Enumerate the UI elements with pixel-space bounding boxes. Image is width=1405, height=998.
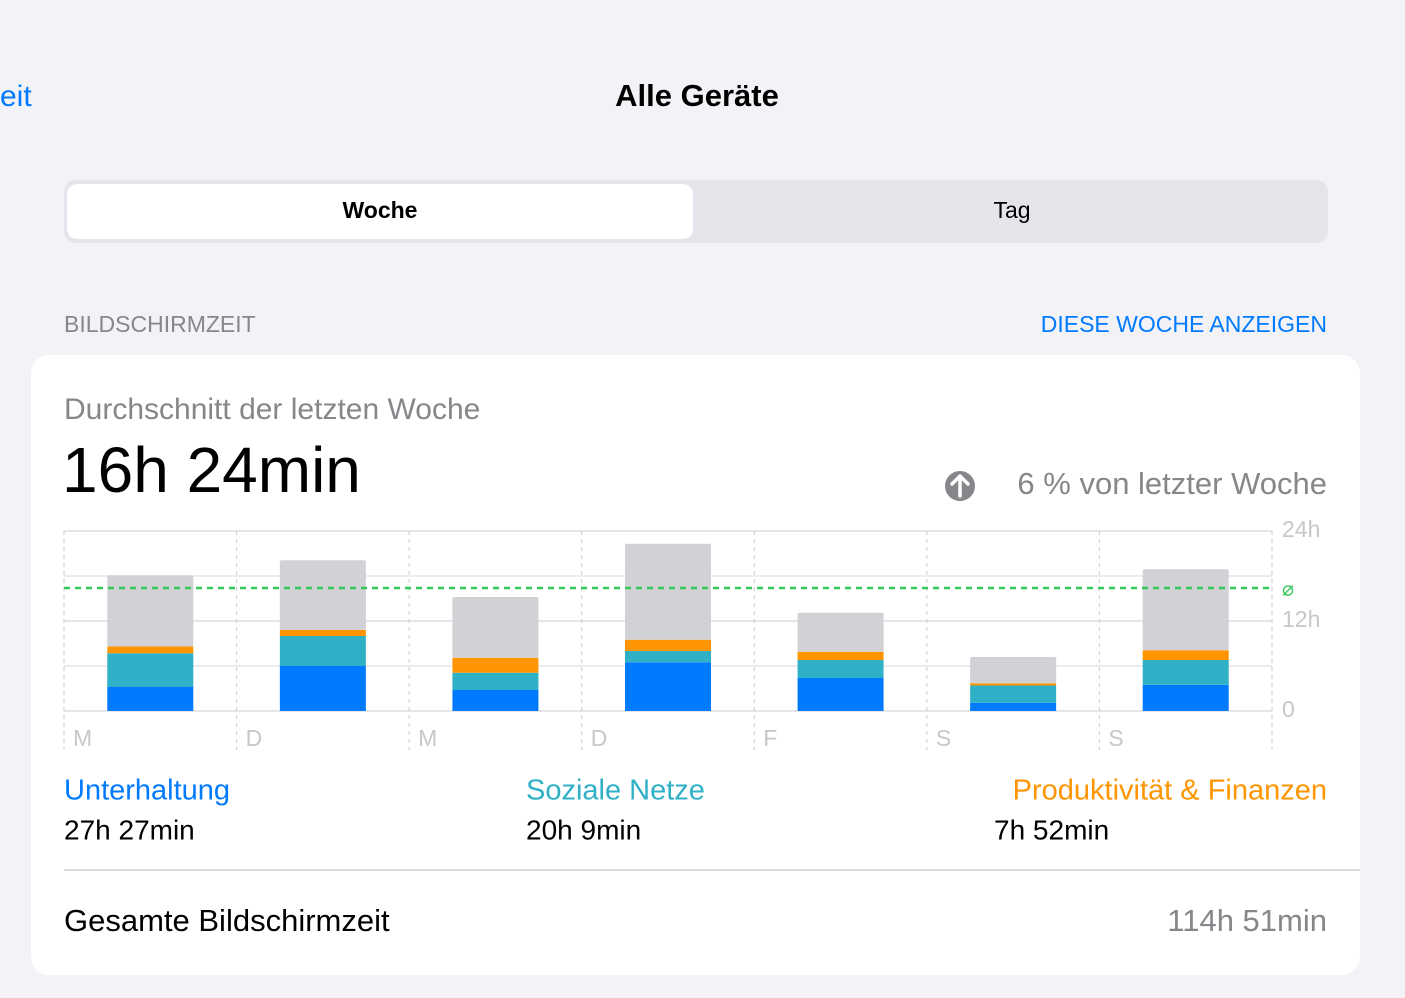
segment-label[interactable]: Woche (343, 197, 418, 223)
legend-total: 7h 52min (994, 814, 1109, 845)
bar-segment (625, 662, 711, 711)
bar-segment (1142, 650, 1229, 660)
bar-segment (970, 683, 1057, 686)
chart: 0 12h 24h M D M D F S S ⌀ Unterhaltung 27h 27min Sozi… (63, 516, 1327, 845)
bar-segment (279, 666, 366, 711)
legend-name: Soziale Netze (526, 775, 705, 807)
back-button[interactable]: eit (0, 80, 32, 113)
x-tick-label: D (591, 725, 608, 751)
segment-selected (67, 184, 693, 239)
x-tick-label: M (418, 725, 437, 751)
bar-segment (970, 657, 1057, 684)
summary-change: 6 % von letzter Woche (1017, 466, 1327, 501)
bar-segment (279, 630, 366, 636)
bar-segment (452, 690, 539, 711)
bar-segment (970, 685, 1057, 703)
bar-segment (1142, 684, 1229, 711)
bar-segment (452, 657, 539, 673)
x-tick-label: S (1108, 725, 1123, 751)
y-tick-label: 12h (1282, 606, 1320, 632)
y-tick-label: 24h (1282, 516, 1320, 542)
legend-total: 20h 9min (526, 814, 641, 845)
bar-segment (625, 543, 711, 640)
bar-segment (452, 672, 539, 690)
bar-segment (970, 702, 1057, 711)
bar-segment (625, 651, 711, 663)
summary-value: 16h 24min (62, 434, 361, 506)
x-tick-label: D (246, 725, 263, 751)
bar-segment (1142, 660, 1229, 685)
x-tick-label: S (936, 725, 951, 751)
bar-segment (1142, 569, 1229, 651)
bar-segment (107, 575, 194, 647)
bar-segment (797, 651, 884, 660)
bar-segment (279, 560, 366, 630)
bar-segment (625, 639, 711, 651)
bar-segment (107, 653, 194, 687)
bar-segment (279, 636, 366, 666)
legend-name: Produktivität & Finanzen (1013, 775, 1327, 807)
x-tick-label: F (763, 725, 777, 751)
nav-title: Alle Geräte (615, 78, 779, 113)
y-tick-label: 0 (1282, 696, 1295, 722)
bar-segment (107, 687, 194, 711)
segment-label[interactable]: Tag (993, 197, 1030, 223)
summary-label: Durchschnitt der letzten Woche (64, 393, 480, 426)
change-arrow (950, 474, 970, 498)
x-tick-label: M (73, 725, 92, 751)
total-label: Gesamte Bildschirmzeit (64, 903, 390, 938)
bar-segment (797, 612, 884, 652)
legend-name: Unterhaltung (64, 775, 230, 807)
total-value: 114h 51min (1167, 903, 1327, 938)
section-title: BILDSCHIRMZEIT (64, 311, 256, 337)
bar-segment (452, 597, 539, 658)
average-label: ⌀ (1282, 578, 1294, 600)
bar-segment (107, 646, 194, 654)
section-link[interactable]: DIESE WOCHE ANZEIGEN (1041, 311, 1327, 337)
legend-total: 27h 27min (64, 814, 195, 845)
segments: Woche Tag (67, 184, 1031, 239)
bar-segment (797, 678, 884, 711)
bar-segment (797, 660, 884, 678)
